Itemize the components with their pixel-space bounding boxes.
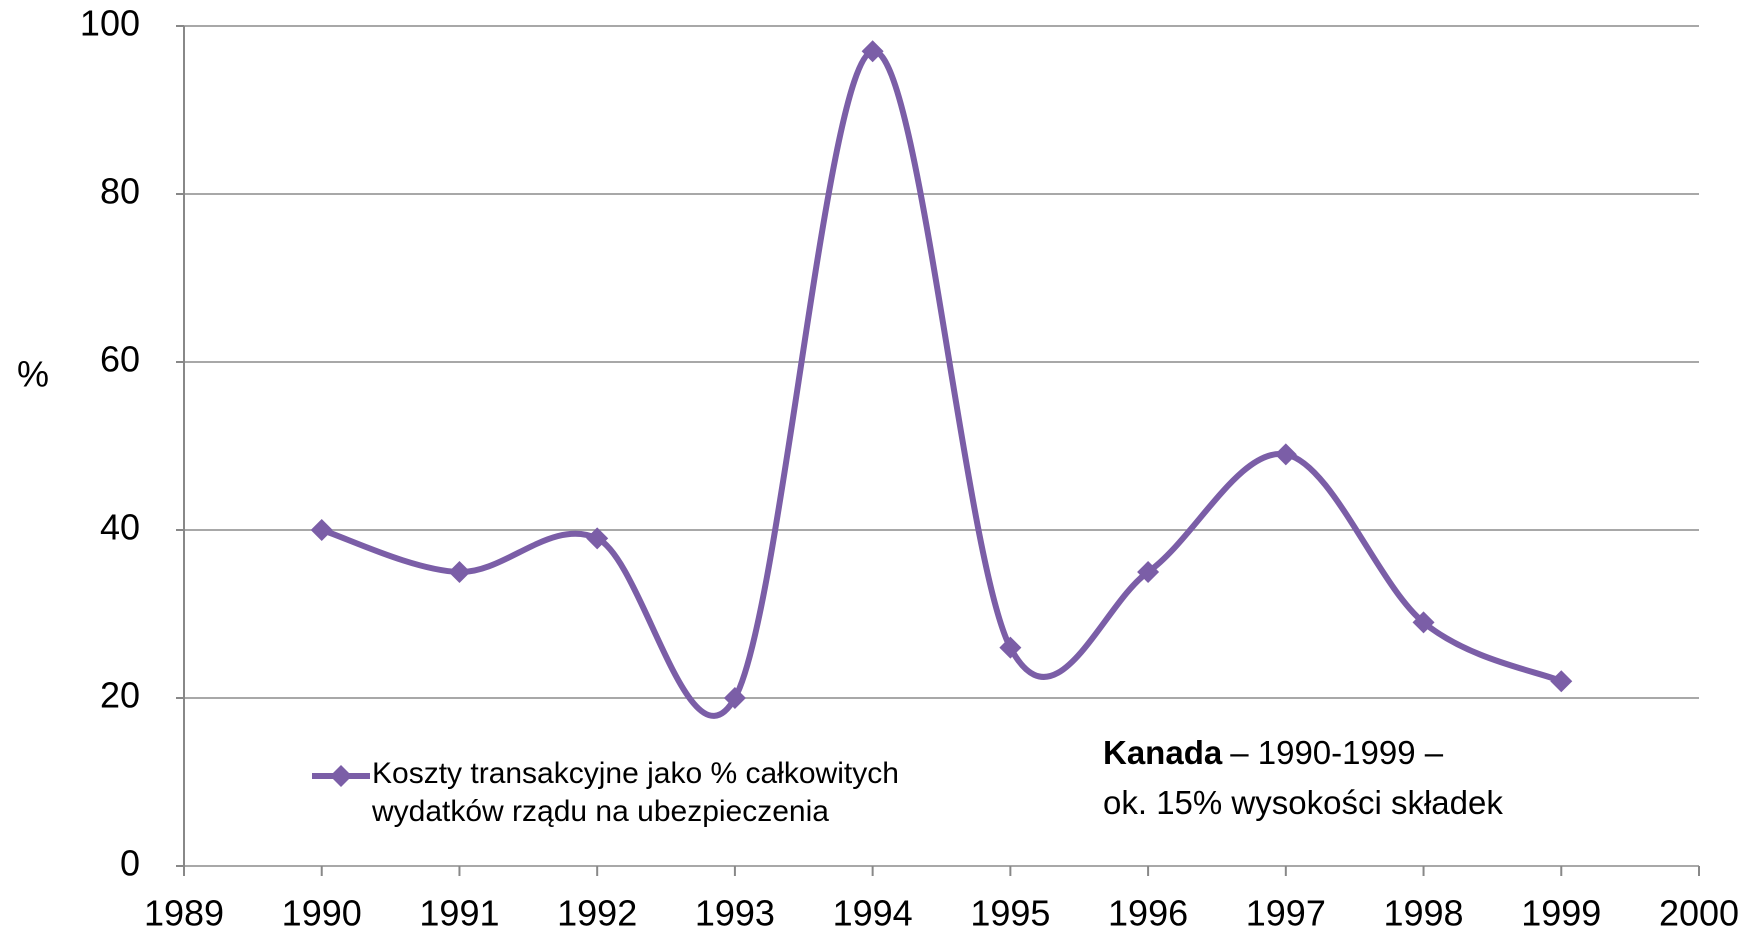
x-tick-label: 1995 [970,893,1050,933]
legend-marker [330,765,352,787]
x-tick-label: 1991 [419,893,499,933]
data-point [448,561,471,583]
x-tick-label: 1989 [144,893,224,933]
y-tick-label: 0 [120,843,140,884]
x-tick-label: 1992 [557,893,637,933]
annotation-line: ok. 15% wysokości składek [1103,784,1503,821]
data-point [999,636,1022,659]
y-tick-label: 60 [100,339,140,380]
y-tick-label: 20 [100,675,140,716]
data-point [861,40,884,63]
x-tick-label: 1998 [1383,893,1463,933]
series-line [320,48,1563,719]
data-point [723,687,746,709]
x-tick-label: 1996 [1108,893,1188,933]
legend-label: Koszty transakcyjne jako % całkowitych w… [372,757,899,828]
y-tick-label: 80 [100,171,140,212]
data-point [1550,670,1573,693]
x-tick-label: 1990 [282,893,362,933]
x-tick-label: 1993 [695,893,775,933]
x-tick-label: 1994 [833,893,913,933]
annotation-line: – 1990-1999 – [1230,734,1444,771]
y-tick-label: 100 [80,3,140,44]
annotation-bold: Kanada [1103,734,1223,771]
x-tick-label: 2000 [1659,893,1739,933]
data-point [1137,561,1160,583]
x-tick-label: 1997 [1246,893,1326,933]
y-tick-label: 40 [100,507,140,548]
data-point [1412,611,1435,634]
data-point [586,527,609,550]
x-tick-label: 1999 [1521,893,1601,933]
data-point [310,519,333,541]
y-axis-label: % [17,354,49,395]
annotation: Kanada – 1990-1999 – ok. 15% wysokości sk… [1103,728,1503,828]
data-point [1274,443,1297,466]
